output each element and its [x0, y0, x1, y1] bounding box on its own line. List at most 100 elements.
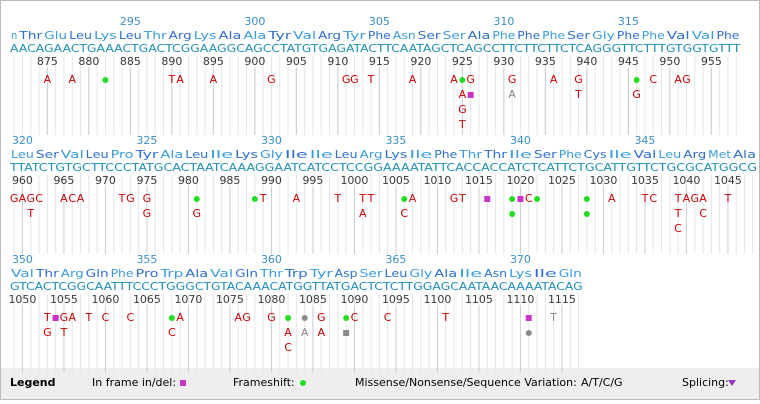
codon-number: 305	[369, 15, 390, 28]
variation-letter: A	[409, 73, 417, 86]
variation-letter: T	[458, 192, 466, 205]
amino-acid: Ala	[185, 267, 208, 280]
position-label: 1010	[423, 174, 451, 187]
position-label: 1095	[382, 293, 410, 306]
codon-number: 320	[12, 134, 33, 147]
variation-letter: A	[674, 73, 682, 86]
amino-acid: Ile	[459, 267, 482, 280]
variation-letter: A	[68, 73, 76, 86]
legend-frameshift-label: Frameshift:	[233, 376, 295, 389]
codon-number: 335	[385, 134, 406, 147]
legend-title: Legend	[10, 376, 56, 389]
variation-letter: A	[19, 192, 27, 205]
frameshift-marker	[633, 77, 640, 83]
variation-letter: G	[632, 88, 641, 101]
amino-acid: Ile	[285, 148, 308, 161]
position-label: 1080	[257, 293, 285, 306]
position-label: 1040	[672, 174, 700, 187]
variation-letter: A	[683, 192, 691, 205]
variation-letter: A	[176, 73, 184, 86]
frameshift-marker	[102, 77, 109, 83]
amino-acid: Phe	[559, 148, 582, 161]
position-label: 1075	[216, 293, 244, 306]
amino-acid: Glu	[44, 29, 67, 42]
position-label: 1005	[382, 174, 410, 187]
amino-acid: Val	[667, 29, 690, 42]
amino-acid: Phe	[642, 29, 665, 42]
position-label: 995	[302, 174, 323, 187]
variation-letter: T	[60, 326, 68, 339]
amino-acid: Leu	[11, 148, 34, 161]
position-label: 890	[161, 55, 182, 68]
variation-letter: T	[118, 192, 126, 205]
amino-acid: Thr	[18, 29, 43, 42]
variation-letter: T	[458, 118, 466, 131]
variation-letter: T	[367, 192, 375, 205]
amino-acid: Val	[293, 29, 316, 42]
variation-letter: T	[549, 311, 557, 324]
variation-letter: G	[242, 311, 251, 324]
position-label: 1085	[299, 293, 327, 306]
amino-acid: Arg	[169, 29, 192, 42]
variation-letter: T	[724, 192, 732, 205]
variation-letter: T	[674, 207, 682, 220]
amino-acid: Cys	[584, 148, 607, 161]
amino-acid: Lys	[194, 29, 217, 42]
variation-letter: A	[60, 192, 68, 205]
amino-acid: Phe	[617, 29, 640, 42]
amino-acid: Leu	[335, 148, 358, 161]
amino-acid: Ile	[310, 148, 333, 161]
amino-acid: Ala	[160, 148, 183, 161]
frameshift-marker	[251, 196, 258, 202]
amino-acid: Leu	[658, 148, 681, 161]
amino-acid: Thr	[259, 267, 284, 280]
variation-letter: A	[699, 192, 707, 205]
amino-acid: Ile	[409, 148, 432, 161]
position-label: 1115	[548, 293, 576, 306]
amino-acid: Trp	[284, 267, 308, 280]
variation-letter: A	[44, 73, 52, 86]
amino-acid: Arg	[360, 148, 383, 161]
variation-letter: T	[674, 192, 682, 205]
variant-dot	[525, 330, 532, 336]
position-label: 950	[659, 55, 680, 68]
codon-number: 300	[244, 15, 265, 28]
amino-acid: Pro	[111, 148, 134, 161]
position-label: 1015	[465, 174, 493, 187]
codon-number: 345	[634, 134, 655, 147]
amino-acid: Ser	[36, 148, 59, 161]
position-label: 955	[701, 55, 722, 68]
amino-acid: Lys	[94, 29, 117, 42]
amino-acid: Leu	[185, 148, 208, 161]
position-label: 875	[37, 55, 58, 68]
variation-letter: G	[317, 311, 326, 324]
frameshift-marker	[534, 196, 541, 202]
variation-letter: A	[77, 192, 85, 205]
position-label: 935	[535, 55, 556, 68]
variation-letter: G	[126, 192, 135, 205]
variation-letter: T	[167, 73, 175, 86]
variation-letter: G	[267, 73, 276, 86]
codon-number: 315	[618, 15, 639, 28]
frameshift-marker	[509, 196, 516, 202]
variation-letter: G	[60, 311, 69, 324]
variation-letter: C	[351, 311, 359, 324]
variation-letter: G	[267, 311, 276, 324]
amino-acid: Ser	[360, 267, 383, 280]
position-label: 1055	[50, 293, 78, 306]
variation-letter: A	[359, 207, 367, 220]
frameshift-marker	[583, 196, 590, 202]
legend-missense-label: Missense/Nonsense/Sequence Variation:	[355, 376, 577, 389]
frameshift-marker	[583, 211, 590, 217]
position-label: 1035	[631, 174, 659, 187]
variation-letter: C	[102, 311, 110, 324]
position-label: 990	[261, 174, 282, 187]
variation-letter: G	[458, 103, 467, 116]
amino-acid: Phe	[492, 29, 515, 42]
amino-acid: Ala	[219, 29, 242, 42]
position-label: 970	[95, 174, 116, 187]
legend-frameshift-swatch	[300, 380, 306, 386]
frameshift-marker	[193, 196, 200, 202]
variation-letter: G	[350, 73, 359, 86]
